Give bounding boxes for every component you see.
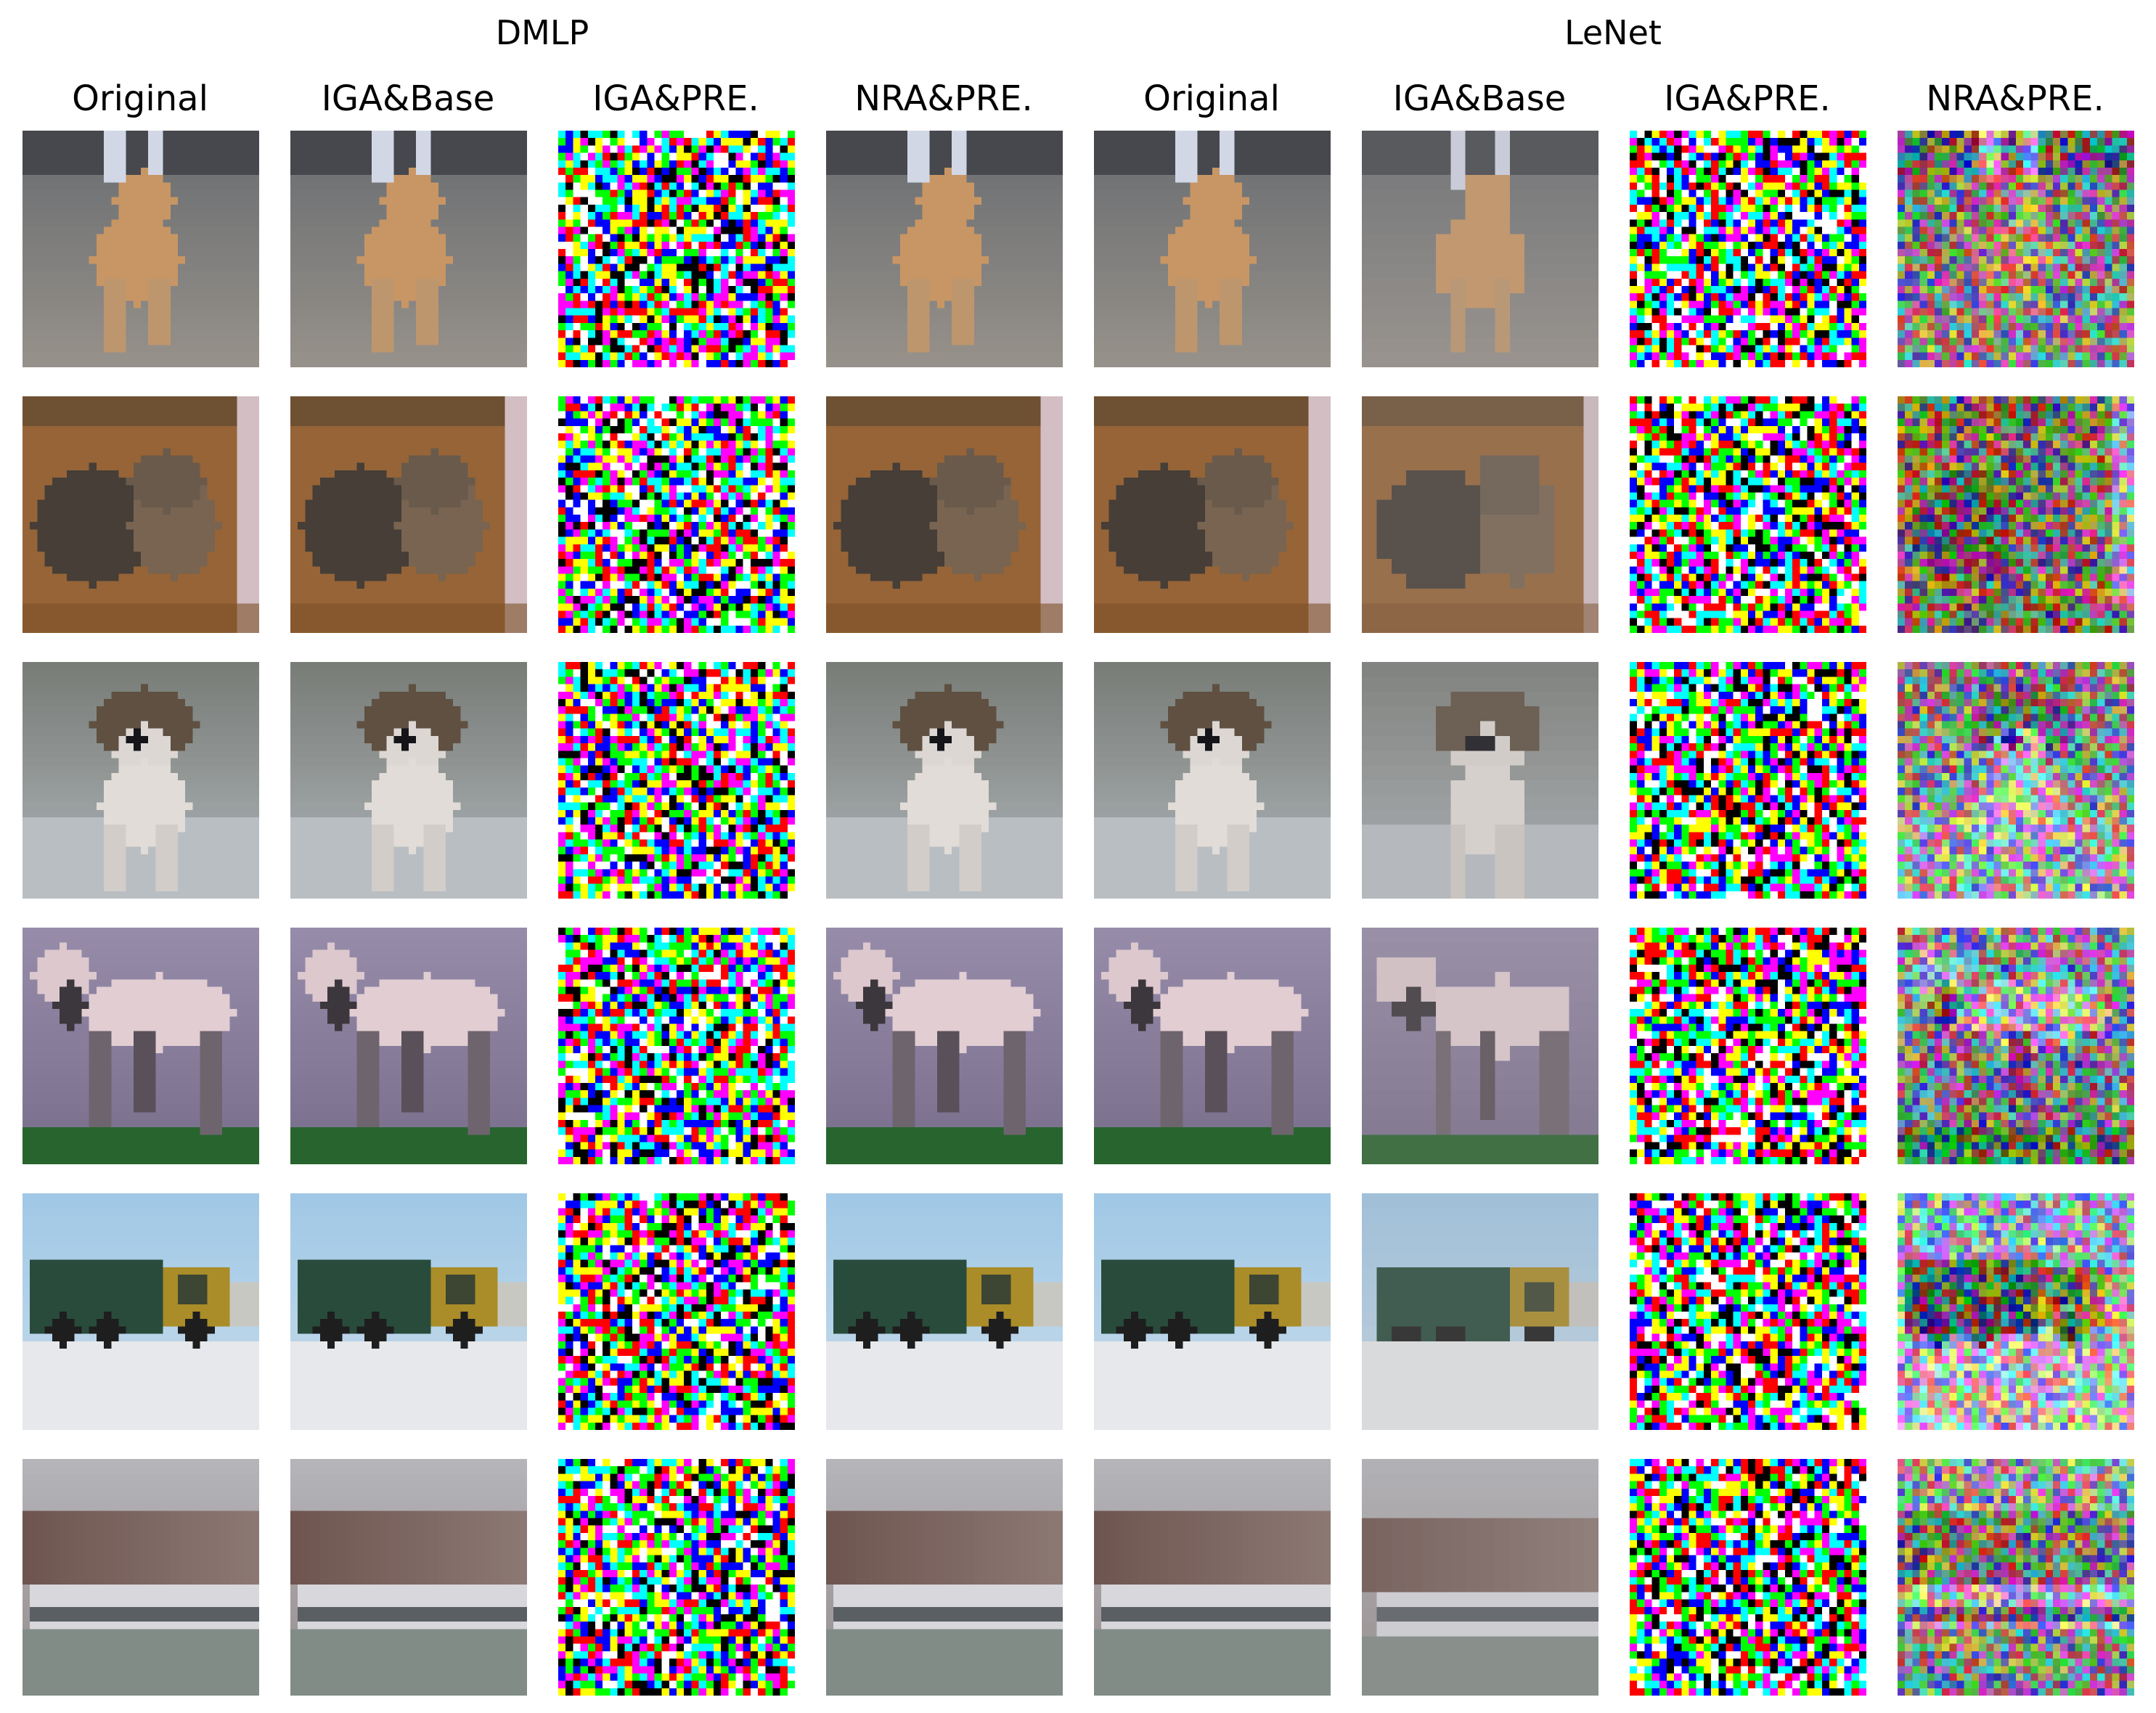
image-truck-dmlp-original <box>23 1193 259 1430</box>
image-cat-lenet-noise <box>1630 396 1866 633</box>
image-cat-lenet-reconstruction <box>1898 396 2134 633</box>
image-boat-lenet-reconstruction <box>1898 1459 2134 1696</box>
group-title-dmlp: DMLP <box>288 13 796 52</box>
image-dog-white-dmlp-original <box>826 662 1063 899</box>
image-truck-dmlp-noise <box>558 1193 795 1430</box>
image-truck-lenet-blurred <box>1362 1193 1598 1430</box>
image-boat-lenet-blurred <box>1362 1459 1598 1696</box>
column-title-lenet-original: Original <box>1066 78 1357 119</box>
image-dog-standing-lenet-noise <box>1630 131 1866 367</box>
image-horse-lenet-reconstruction <box>1898 928 2134 1164</box>
column-title-lenet-iga-base: IGA&Base <box>1334 78 1625 119</box>
image-dog-white-lenet-reconstruction <box>1898 662 2134 899</box>
image-dog-white-dmlp-base <box>290 662 527 899</box>
image-dog-standing-dmlp-original <box>826 131 1063 367</box>
image-cat-dmlp-original <box>826 396 1063 633</box>
column-title-dmlp-original: Original <box>0 78 285 119</box>
image-dog-standing-lenet-original <box>1094 131 1331 367</box>
image-dog-white-lenet-noise <box>1630 662 1866 899</box>
image-cat-lenet-original <box>1094 396 1331 633</box>
image-cat-lenet-blurred <box>1362 396 1598 633</box>
column-title-lenet-iga-pre: IGA&PRE. <box>1602 78 1892 119</box>
column-title-lenet-nra-pre: NRA&PRE. <box>1870 78 2156 119</box>
image-dog-white-dmlp-noise <box>558 662 795 899</box>
image-cat-dmlp-base <box>290 396 527 633</box>
image-boat-dmlp-base <box>290 1459 527 1696</box>
image-horse-lenet-blurred <box>1362 928 1598 1164</box>
image-horse-dmlp-original <box>826 928 1063 1164</box>
image-horse-lenet-noise <box>1630 928 1866 1164</box>
image-truck-lenet-noise <box>1630 1193 1866 1430</box>
image-dog-standing-dmlp-base <box>290 131 527 367</box>
image-cat-dmlp-noise <box>558 396 795 633</box>
column-title-dmlp-iga-pre: IGA&PRE. <box>531 78 821 119</box>
image-boat-dmlp-original <box>826 1459 1063 1696</box>
image-truck-dmlp-base <box>290 1193 527 1430</box>
image-dog-white-lenet-original <box>1094 662 1331 899</box>
image-dog-standing-dmlp-original <box>23 131 259 367</box>
column-title-dmlp-iga-base: IGA&Base <box>263 78 553 119</box>
image-truck-dmlp-original <box>826 1193 1063 1430</box>
image-horse-dmlp-noise <box>558 928 795 1164</box>
image-dog-standing-lenet-blurred <box>1362 131 1598 367</box>
image-boat-lenet-original <box>1094 1459 1331 1696</box>
image-dog-white-dmlp-original <box>23 662 259 899</box>
image-boat-dmlp-original <box>23 1459 259 1696</box>
image-horse-lenet-original <box>1094 928 1331 1164</box>
image-horse-dmlp-original <box>23 928 259 1164</box>
image-truck-lenet-reconstruction <box>1898 1193 2134 1430</box>
image-dog-standing-lenet-reconstruction <box>1898 131 2134 367</box>
image-boat-dmlp-noise <box>558 1459 795 1696</box>
column-title-dmlp-nra-pre: NRA&PRE. <box>799 78 1089 119</box>
image-boat-lenet-noise <box>1630 1459 1866 1696</box>
image-horse-dmlp-base <box>290 928 527 1164</box>
image-cat-dmlp-original <box>23 396 259 633</box>
image-truck-lenet-original <box>1094 1193 1331 1430</box>
image-dog-standing-dmlp-noise <box>558 131 795 367</box>
group-title-lenet: LeNet <box>1359 13 1867 52</box>
image-dog-white-lenet-blurred <box>1362 662 1598 899</box>
